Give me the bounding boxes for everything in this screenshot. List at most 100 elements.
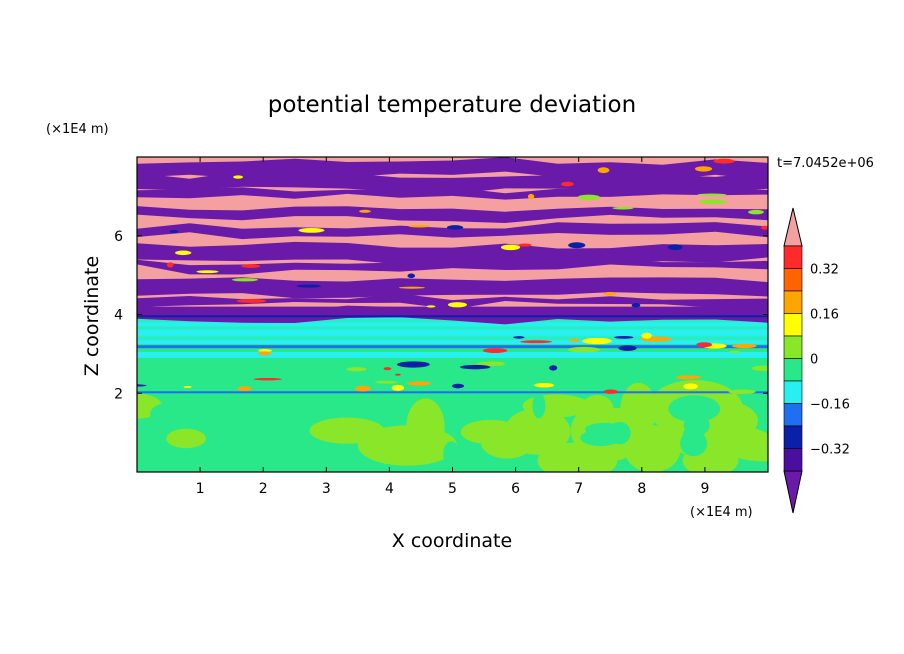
navy-strip [137,315,768,318]
filament [391,384,405,391]
time-label: t=7.0452e+06 [777,156,874,171]
filament [196,270,219,274]
x-tick-label: 7 [574,481,583,497]
blue-strip [137,391,768,394]
lime-eddy [580,394,614,423]
colorbar-tick-label: −0.32 [810,443,850,458]
y-tick-label: 4 [114,308,123,324]
filament [618,345,637,352]
filament [258,351,272,356]
filament [549,365,558,371]
colorbar-box [783,268,803,292]
filament [694,166,713,172]
x-tick-label: 1 [196,481,205,497]
filament [513,336,525,339]
lime-eddy [365,428,421,464]
colorbar: 0.32 0.16 0 −0.16 −0.32 [783,207,850,514]
colorbar-box [783,313,803,337]
y-axis-label: Z coordinate [81,256,103,376]
green-eddy [166,449,204,463]
colorbar-min-triangle [783,470,803,514]
colorbar-box [783,403,803,427]
x-tick-label: 3 [322,481,331,497]
filament [236,299,267,303]
filament [383,367,392,371]
x-tick-label: 4 [385,481,394,497]
y-tick-label: 6 [114,229,123,245]
filament [398,286,425,289]
purple-streak [137,157,768,181]
x-unit-label: (×1E4 m) [690,505,753,520]
filament [169,230,179,233]
colorbar-box [783,290,803,314]
y-axis: 2 4 6 [114,229,768,402]
cyan-strip [137,351,768,358]
filament [683,383,698,390]
filament [482,348,508,354]
filament [426,305,436,308]
filament [696,342,712,348]
filament [406,381,432,386]
lime-eddy [166,428,206,449]
filament [729,350,741,354]
cyan-strip [137,340,768,345]
filament [517,243,532,247]
filament [713,158,735,164]
filament [577,194,600,201]
contour-field [137,157,768,472]
lime-eddy [406,398,445,456]
filament [253,377,282,381]
green-eddy [532,392,546,419]
filament [237,386,252,392]
x-tick-label: 9 [700,481,709,497]
filament [534,383,555,388]
purple-streak [137,293,768,310]
y-unit-label: (×1E4 m) [46,122,109,137]
purple-band [137,306,768,317]
filament [567,346,601,353]
green-eddy [236,425,289,454]
filament [568,338,580,342]
filament [446,225,464,230]
filament [603,389,618,394]
green-eddy [294,434,316,454]
filament [748,209,764,215]
lime-eddy [727,439,768,462]
filament [296,284,321,288]
filament [175,250,192,256]
filament [612,206,634,210]
filament [520,340,552,344]
purple-streak [137,206,768,223]
filament [667,244,683,251]
filament [582,337,612,345]
lime-eddy [309,417,385,444]
green-eddy [580,429,622,447]
filament [561,181,574,187]
green-eddy [443,441,460,468]
x-tick-label: 2 [259,481,268,497]
y-tick-label: 2 [114,386,123,402]
green-eddy [238,392,274,414]
x-tick-label: 6 [511,481,520,497]
filament [614,335,634,339]
filament [728,389,756,395]
green-eddy [150,402,191,425]
colorbar-tick-label: 0.32 [810,263,839,278]
colorbar-box [783,358,803,382]
colorbar-max-triangle [783,207,803,247]
filament [233,175,244,179]
colorbar-tick-label: −0.16 [810,398,850,413]
filament [699,199,727,205]
colorbar-box [783,380,803,404]
filament [231,278,259,282]
filament [459,364,491,370]
filament [346,367,367,372]
green-eddy [668,395,721,423]
chart-title: potential temperature deviation [268,92,636,118]
colorbar-box [783,335,803,359]
filament [257,349,273,353]
filament [447,302,467,308]
filament [697,193,727,196]
filament [452,383,464,389]
filament [354,385,371,392]
